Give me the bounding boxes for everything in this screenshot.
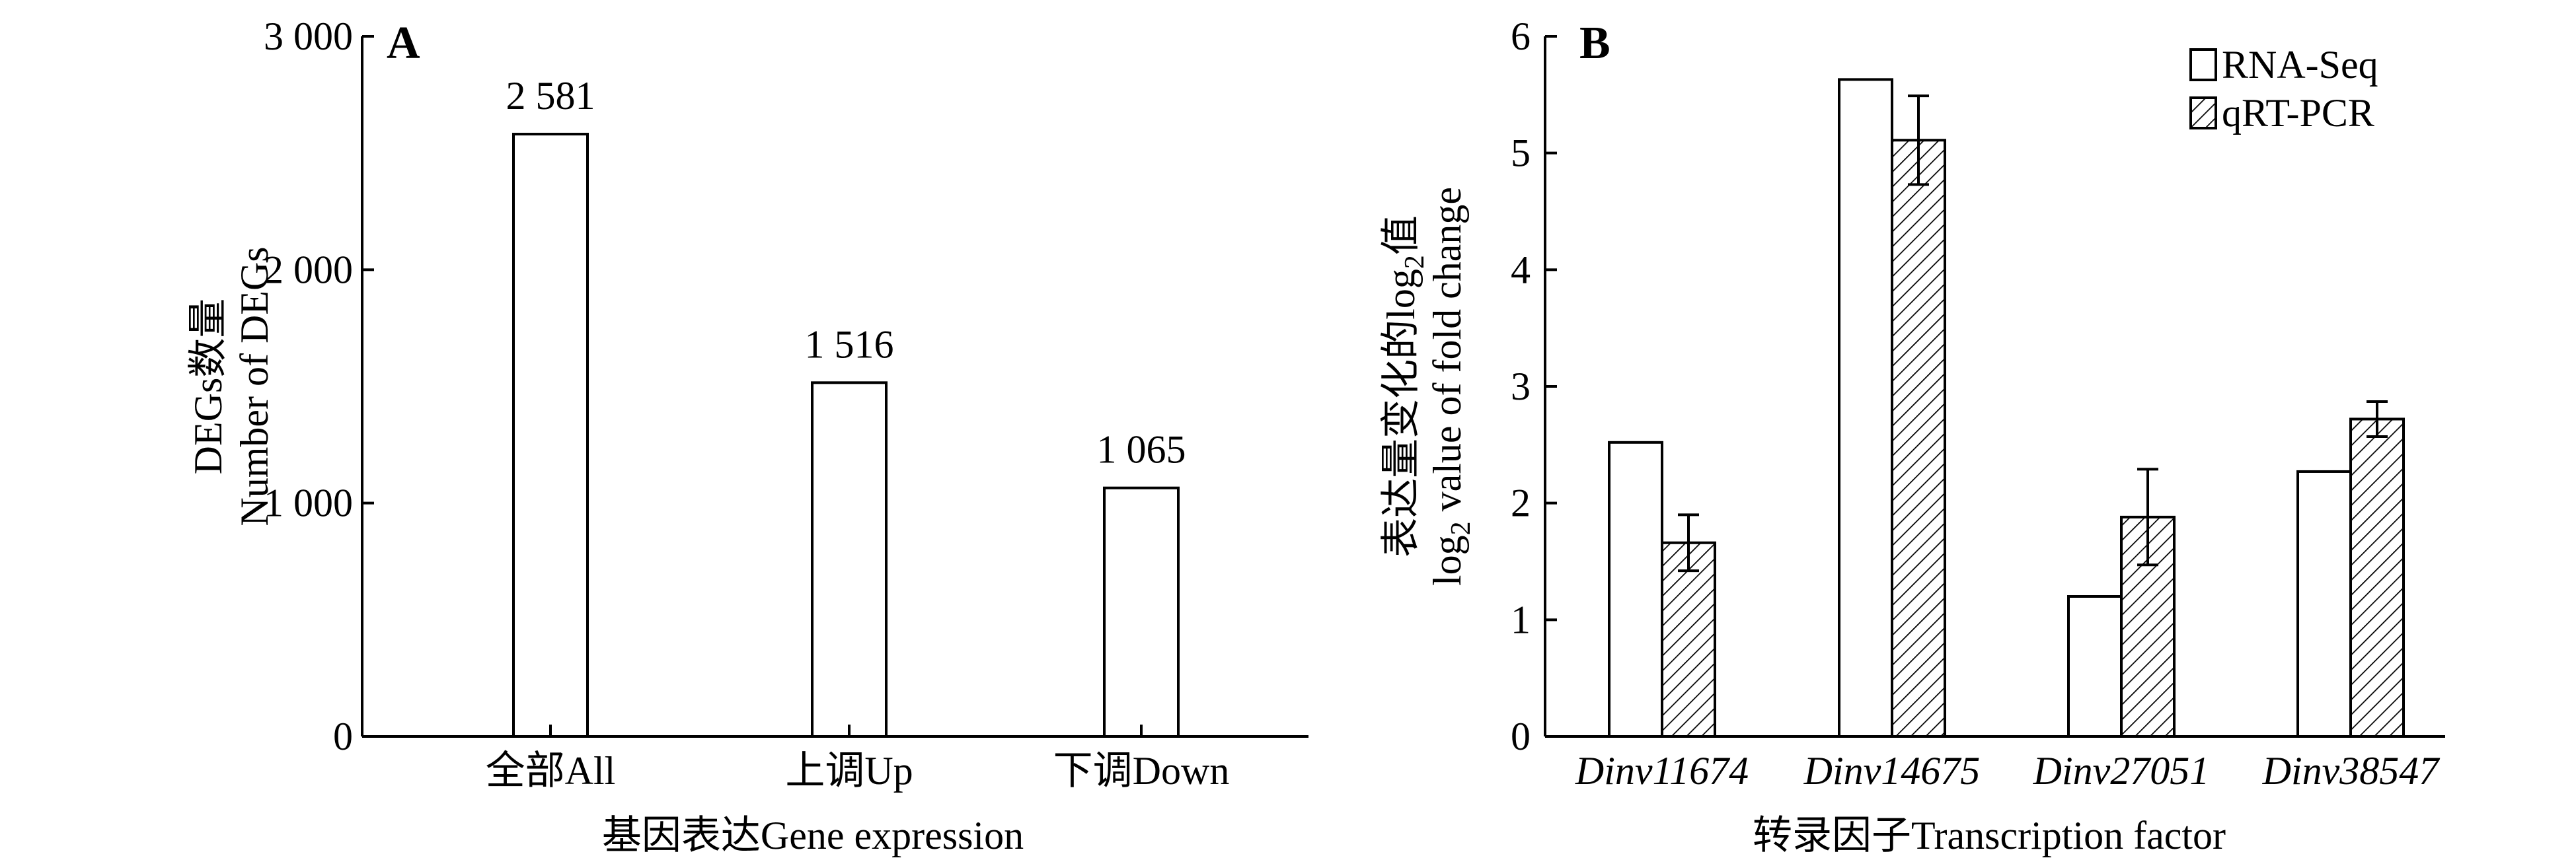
panel-a-x-tick-label: 上调Up	[785, 749, 913, 793]
panel-b-y-tick-label: 6	[1511, 15, 1531, 58]
panel-b-y-ticks: 0 1 2 3 4 5 6	[1511, 15, 1557, 758]
legend-label-qrt-pcr: qRT-PCR	[2222, 91, 2374, 135]
panel-b-letter: B	[1579, 18, 1610, 69]
panel-a-x-tick-label: 下调Down	[1053, 749, 1230, 793]
panel-b-bar-qrt-pcr	[2349, 417, 2405, 738]
panel-b-error-bars	[1678, 94, 2388, 573]
panel-a-bar-value-label: 1 065	[1097, 428, 1186, 472]
panel-a-y-ticks: 0 1 000 2 000 3 000	[264, 15, 374, 758]
panel-b-x-tick-label: Dinv27051	[2033, 749, 2210, 793]
panel-b-legend: RNA-Seq qRT-PCR	[2189, 43, 2378, 135]
panel-b-bar-qrt-pcr	[1891, 139, 1946, 738]
panel-b-y-tick-label: 1	[1511, 598, 1531, 641]
panel-a-bar	[1103, 486, 1180, 738]
legend-swatch-qrt-pcr	[2189, 96, 2217, 129]
panel-b-y-tick-label: 5	[1511, 131, 1531, 175]
panel-b-y-axis-title: 表达量变化的log2值 log2 value of fold change	[1379, 187, 1476, 586]
panel-b-bar-rna-seq	[1838, 78, 1893, 738]
panel-a-x-ticks: 全部All 上调Up 下调Down	[486, 725, 1230, 793]
panel-a-letter: A	[387, 18, 420, 69]
panel-b-bar-qrt-pcr	[1661, 541, 1716, 738]
panel-b-bars	[1608, 78, 2405, 738]
panel-b-y-tick-label: 3	[1511, 365, 1531, 408]
panel-a-y-axis-title: DEGs数量 Number of DEGs	[186, 246, 276, 526]
panel-a-bar-value-label: 1 516	[805, 322, 894, 366]
panel-b-x-tick-label: Dinv38547	[2262, 749, 2441, 793]
panel-a-y-title-line2: Number of DEGs	[233, 246, 276, 526]
panel-b-y-tick-label: 4	[1511, 248, 1531, 291]
panel-a-y-tick-label: 0	[333, 715, 353, 758]
panel-a-bar	[512, 133, 589, 738]
panel-b-x-axis-title: 转录因子Transcription factor	[1753, 814, 2226, 857]
panel-a-y-tick-label: 3 000	[264, 15, 353, 58]
panel-a-x-tick-label: 全部All	[486, 749, 616, 793]
panel-b-bar-rna-seq	[2296, 470, 2352, 738]
panel-b-y-title-line1: 表达量变化的log2值	[1379, 215, 1430, 557]
panel-b-x-tick-label: Dinv14675	[1803, 749, 1981, 793]
panel-b-y-title-line2: log2 value of fold change	[1425, 187, 1476, 586]
panel-b-bar-rna-seq	[1608, 441, 1663, 738]
legend-label-rna-seq: RNA-Seq	[2222, 43, 2378, 87]
panel-b-x-tick-label: Dinv11674	[1575, 749, 1749, 793]
panel-b-y-tick-label: 2	[1511, 482, 1531, 525]
panel-b-x-ticks: Dinv11674 Dinv14675 Dinv27051 Dinv38547	[1575, 725, 2441, 793]
panel-a-x-axis-title: 基因表达Gene expression	[602, 814, 1024, 857]
panel-a-y-title-line1: DEGs数量	[186, 299, 230, 475]
panel-a-bar	[811, 381, 888, 738]
panel-b-bar-rna-seq	[2067, 595, 2123, 738]
panel-a-y-tick-label: 2 000	[264, 248, 353, 291]
panel-a-bars: 2 581 1 516 1 065	[506, 74, 1186, 738]
panel-a-bar-value-label: 2 581	[506, 74, 595, 118]
legend-swatch-rna-seq	[2189, 48, 2217, 81]
panel-b-y-tick-label: 0	[1511, 715, 1531, 758]
panel-a-y-tick-label: 1 000	[264, 482, 353, 525]
panel-a: A 0 1 000 2 000 3 000 2 581 1 516 1 065 全部All…	[186, 15, 1308, 857]
